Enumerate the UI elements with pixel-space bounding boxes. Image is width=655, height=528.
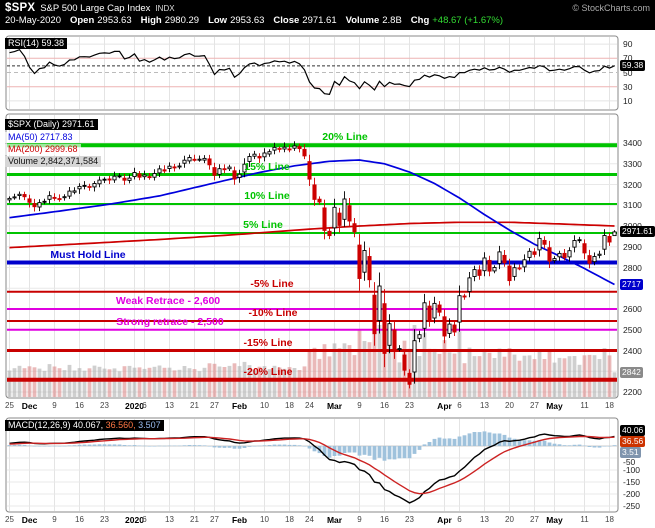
exchange-tag: INDX xyxy=(155,4,175,13)
rsi-legend: RSI(14) 59.38 xyxy=(5,38,68,49)
high-label: High xyxy=(140,15,162,26)
close-label: Close xyxy=(273,15,300,26)
macd-line-value: 40.067, xyxy=(73,420,104,430)
stockcharts-credit[interactable]: © StockCharts.com xyxy=(572,3,650,13)
quote-volume: Volume 2.8B xyxy=(346,15,402,27)
index-name: S&P 500 Large Cap Index xyxy=(40,3,151,14)
open-label: Open xyxy=(69,15,95,26)
header-quote-row: 20-May-2020 Open 2953.63 High 2980.29 Low 2… xyxy=(5,15,650,27)
high-value: 2980.29 xyxy=(164,15,200,26)
spx-legend: $SPX (Daily) 2971.61 xyxy=(5,119,98,130)
low-value: 2953.63 xyxy=(230,15,265,26)
volume-legend: Volume 2,842,371,584 xyxy=(5,155,102,167)
quote-close: Close 2971.61 xyxy=(273,15,336,27)
chg-label: Chg xyxy=(410,15,430,26)
quote-high: High 2980.29 xyxy=(141,15,199,27)
chart-header: $SPX S&P 500 Large Cap Index INDX © Stoc… xyxy=(0,0,655,30)
quote-low: Low 2953.63 xyxy=(208,15,264,27)
macd-signal-value: 36.560, xyxy=(105,420,136,430)
quote-change: Chg +48.67 (+1.67%) xyxy=(411,15,503,27)
header-title-row: $SPX S&P 500 Large Cap Index INDX © Stoc… xyxy=(5,2,650,15)
volume-label: Volume xyxy=(345,15,380,26)
chart-date: 20-May-2020 xyxy=(5,15,61,26)
ma200-legend: MA(200) 2999.68 xyxy=(5,143,81,155)
quote-open: Open 2953.63 xyxy=(70,15,132,27)
chg-value: +48.67 (+1.67%) xyxy=(432,15,504,26)
macd-hist-value: 3.507 xyxy=(138,420,161,430)
low-label: Low xyxy=(208,15,228,26)
macd-legend: MACD(12,26,9) 40.067, 36.560, 3.507 xyxy=(5,420,164,431)
symbol[interactable]: $SPX xyxy=(5,2,36,14)
macd-legend-label: MACD(12,26,9) xyxy=(8,420,71,430)
volume-value: 2.8B xyxy=(382,15,402,26)
close-value: 2971.61 xyxy=(302,15,337,26)
ma50-legend: MA(50) 2717.83 xyxy=(5,131,76,143)
open-value: 2953.63 xyxy=(97,15,132,26)
